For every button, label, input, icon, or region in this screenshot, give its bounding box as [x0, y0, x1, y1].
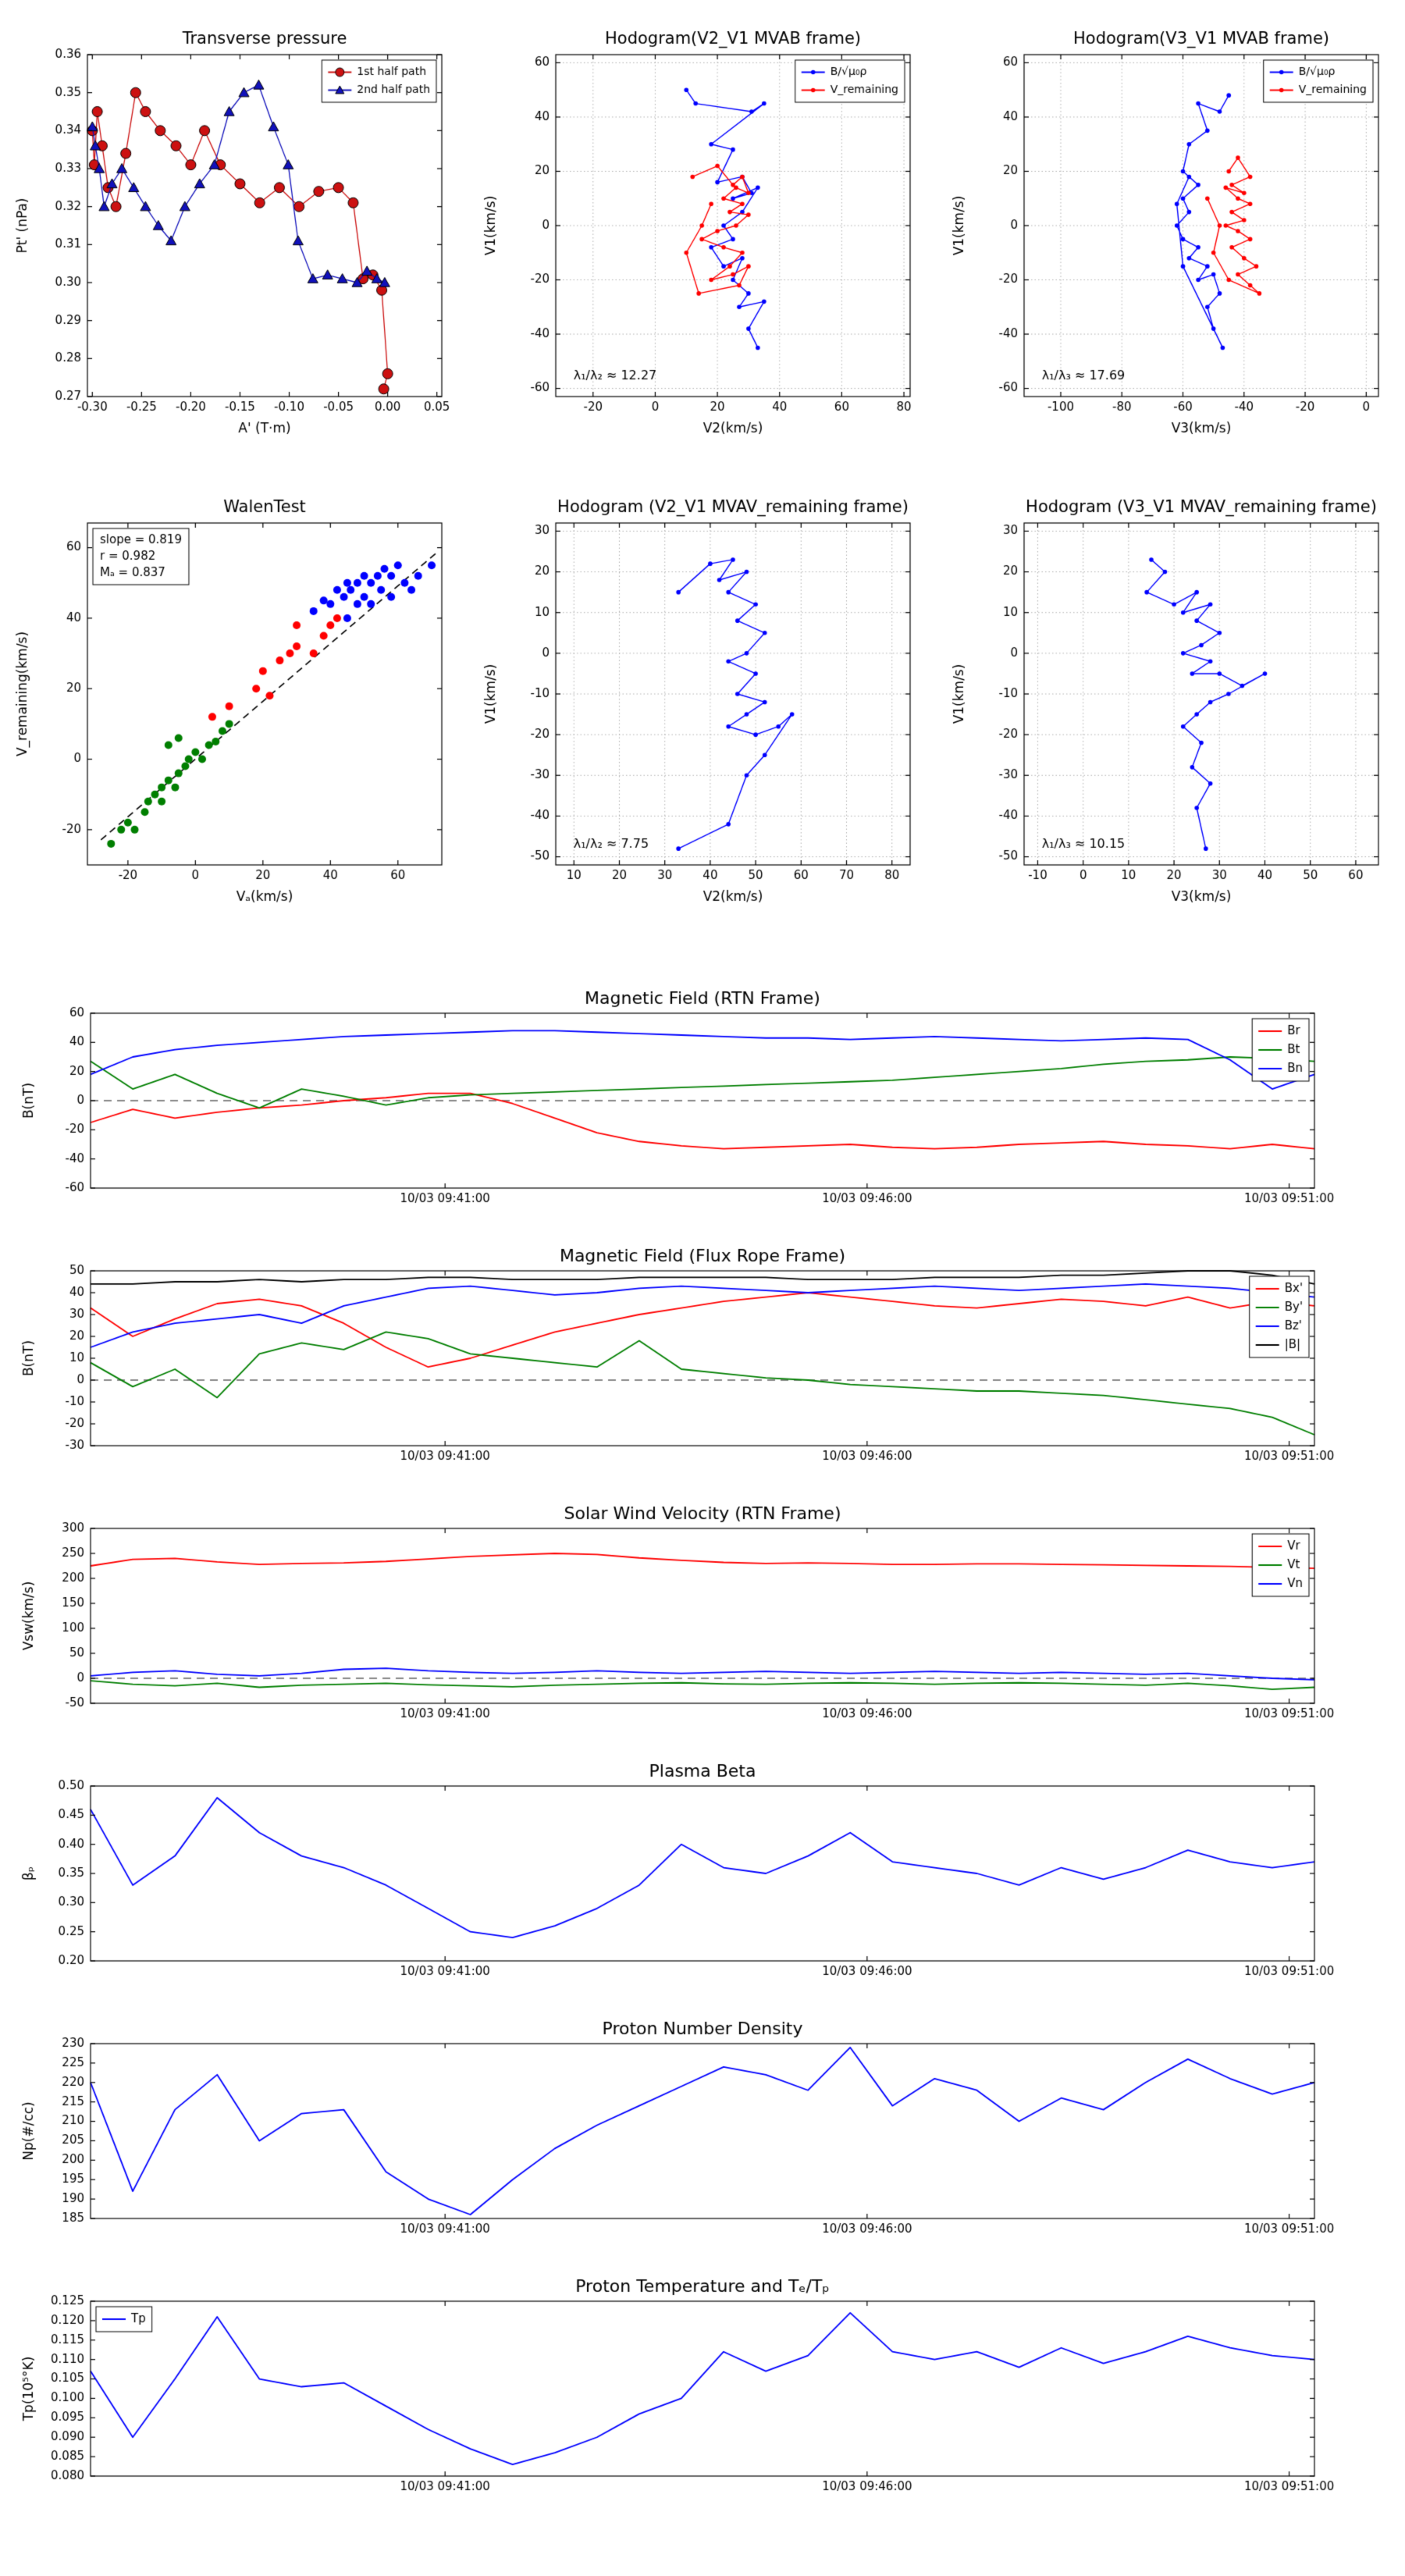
proton-number-density-panel — [0, 2006, 1405, 2264]
transverse-pressure-panel — [0, 8, 468, 468]
magnetic-field-rtn-panel — [0, 976, 1405, 1233]
solar-wind-velocity-panel — [0, 1491, 1405, 1749]
proton-temperature-panel — [0, 2264, 1405, 2521]
walen-test-panel — [0, 476, 468, 937]
hodogram-v2v1-mvav-panel — [468, 476, 937, 937]
plasma-beta-panel — [0, 1749, 1405, 2006]
hodogram-v3v1-mvab-panel — [937, 8, 1405, 468]
hodogram-v3v1-mvav-panel — [937, 476, 1405, 937]
hodogram-v2v1-mvab-panel — [468, 8, 937, 468]
magnetic-field-flux-rope-panel — [0, 1233, 1405, 1491]
